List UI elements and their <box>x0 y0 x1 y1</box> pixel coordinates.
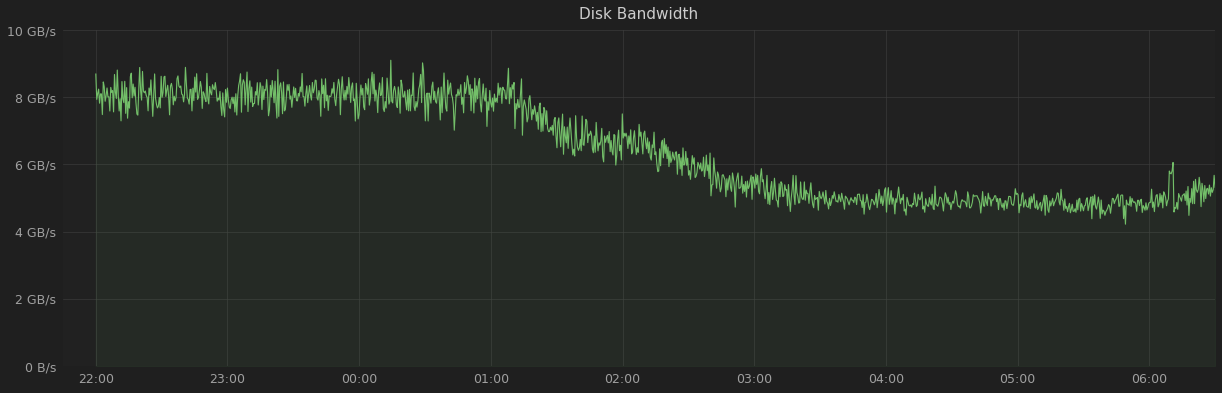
Title: Disk Bandwidth: Disk Bandwidth <box>579 7 699 22</box>
